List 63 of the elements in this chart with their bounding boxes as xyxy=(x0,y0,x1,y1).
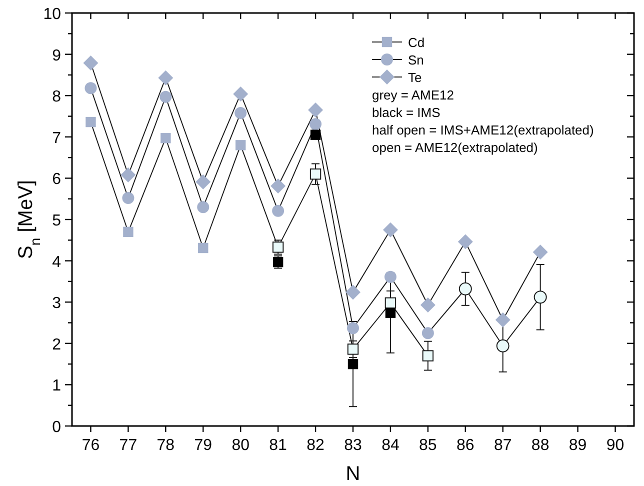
point xyxy=(422,350,434,362)
point xyxy=(532,244,548,260)
point xyxy=(382,222,398,238)
legend-label: Te xyxy=(408,70,422,85)
y-tick-label: 10 xyxy=(43,6,62,23)
point xyxy=(347,322,359,334)
point xyxy=(270,178,286,194)
y-tick-label: 9 xyxy=(52,47,62,64)
point xyxy=(346,284,360,300)
x-axis-title: N xyxy=(346,463,360,485)
x-tick-label: 89 xyxy=(568,437,587,454)
x-tick-label: 76 xyxy=(82,437,100,454)
y-tick-label: 3 xyxy=(52,295,62,312)
y-tick-label: 8 xyxy=(52,88,62,106)
annotation: grey = AME12 xyxy=(372,88,454,102)
point xyxy=(495,312,510,328)
x-tick-label: 82 xyxy=(306,437,325,454)
x-tick-label: 81 xyxy=(269,437,288,454)
x-tick-label: 90 xyxy=(606,437,624,454)
point xyxy=(310,118,322,130)
point xyxy=(422,327,434,340)
y-tick-label: 0 xyxy=(52,419,62,436)
point xyxy=(120,167,136,182)
point xyxy=(310,168,322,180)
x-tick-label: 84 xyxy=(382,437,400,454)
point xyxy=(122,192,134,204)
x-tick-label: 77 xyxy=(119,437,138,454)
point xyxy=(385,308,396,318)
point xyxy=(347,344,359,355)
y-tick-label: 1 xyxy=(52,378,62,395)
y-tick-label: 2 xyxy=(52,336,62,354)
x-tick-label: 87 xyxy=(494,437,512,454)
point xyxy=(196,174,211,190)
x-tick-label: 79 xyxy=(194,437,212,454)
point xyxy=(348,358,358,370)
x-tick-label: 80 xyxy=(232,437,250,454)
point xyxy=(310,130,321,140)
x-tick-label: 88 xyxy=(531,437,550,454)
x-tick-label: 85 xyxy=(419,437,437,454)
point xyxy=(84,82,97,94)
point xyxy=(83,55,98,70)
x-tick-label: 86 xyxy=(456,437,474,454)
annotation: open = AME12(extrapolated) xyxy=(372,140,538,155)
y-tick-label: 7 xyxy=(52,130,62,147)
y-tick-label: 5 xyxy=(52,212,62,230)
x-tick-label: 78 xyxy=(156,437,175,454)
point xyxy=(158,70,174,86)
point xyxy=(160,90,172,103)
point xyxy=(384,270,396,283)
legend-label: Sn xyxy=(408,52,424,68)
y-tick-label: 6 xyxy=(52,171,62,188)
x-tick-label: 83 xyxy=(344,437,362,454)
point xyxy=(308,102,324,118)
annotation: black = IMS xyxy=(372,105,441,120)
point xyxy=(197,201,210,214)
annotation: half open = IMS+AME12(extrapolated) xyxy=(372,122,594,138)
point xyxy=(233,86,248,102)
point xyxy=(420,297,436,312)
y-tick-label: 4 xyxy=(52,254,62,271)
point xyxy=(272,204,284,217)
point xyxy=(458,234,473,250)
legend-label: Cd xyxy=(408,35,425,50)
point xyxy=(234,106,247,119)
